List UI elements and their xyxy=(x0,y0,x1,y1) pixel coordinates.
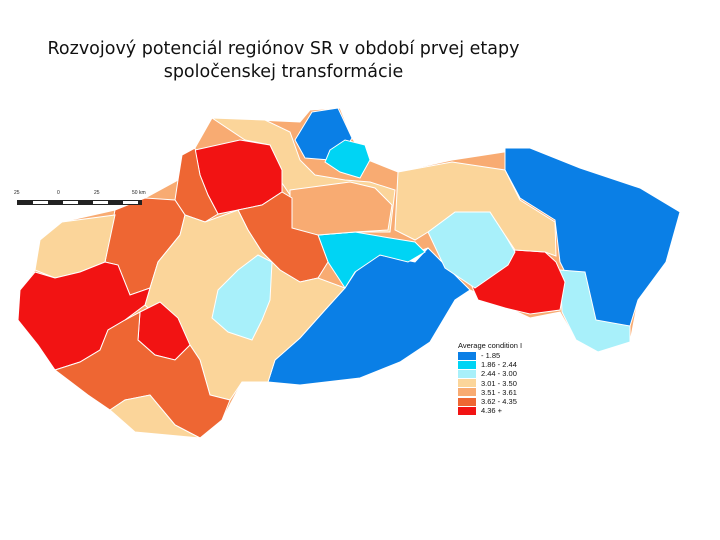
title-line-1: Rozvojový potenciál regiónov SR v období… xyxy=(47,39,520,59)
scale-bar-graphic xyxy=(17,200,142,205)
scale-tick: 0 xyxy=(57,190,60,196)
legend-item: 3.62 - 4.35 xyxy=(458,397,522,406)
legend-item: 1.86 - 2.44 xyxy=(458,360,522,369)
legend-swatch xyxy=(458,406,476,415)
legend-item: 3.51 - 3.61 xyxy=(458,388,522,397)
legend-item: 3.01 - 3.50 xyxy=(458,379,522,388)
legend-label: 4.36 + xyxy=(481,406,503,416)
legend-swatch xyxy=(458,379,476,388)
scale-tick: 50 km xyxy=(132,190,146,196)
legend-title: Average condition I xyxy=(458,341,523,350)
legend-swatch xyxy=(458,397,476,406)
legend-swatch xyxy=(458,369,476,378)
title-line-2: spoločenskej transformácie xyxy=(163,62,404,82)
scale-tick: 25 xyxy=(14,190,20,196)
region-center-lightcyan xyxy=(211,254,273,341)
map-title: Rozvojový potenciál regiónov SR v období… xyxy=(0,38,567,84)
scale-bar: 25 0 25 50 km xyxy=(12,190,152,210)
legend: Average condition I - 1.85 1.86 - 2.44 2.4… xyxy=(458,341,522,415)
legend-label: 3.62 - 4.35 xyxy=(481,397,517,407)
legend-swatch xyxy=(458,388,476,397)
region-west-red xyxy=(17,261,151,371)
legend-swatch xyxy=(458,360,476,369)
legend-swatch xyxy=(458,351,476,360)
legend-label: 2.44 - 3.00 xyxy=(481,369,517,379)
region-northeast-lightorange xyxy=(394,161,557,257)
legend-item: 2.44 - 3.00 xyxy=(458,369,522,378)
legend-label: 3.01 - 3.50 xyxy=(481,378,517,388)
region-north-cyan xyxy=(324,139,371,179)
scale-tick: 25 xyxy=(94,190,100,196)
legend-item: 4.36 + xyxy=(458,406,522,415)
region-central-orange xyxy=(289,181,393,236)
region-center-cyan xyxy=(317,231,426,289)
legend-label: - 1.85 xyxy=(481,351,501,361)
legend-label: 3.51 - 3.61 xyxy=(481,387,517,397)
region-farsouth-lightorange xyxy=(109,394,201,439)
legend-item: - 1.85 xyxy=(458,351,522,360)
region-southeast-lightcyan xyxy=(559,269,631,353)
legend-label: 1.86 - 2.44 xyxy=(481,360,517,370)
